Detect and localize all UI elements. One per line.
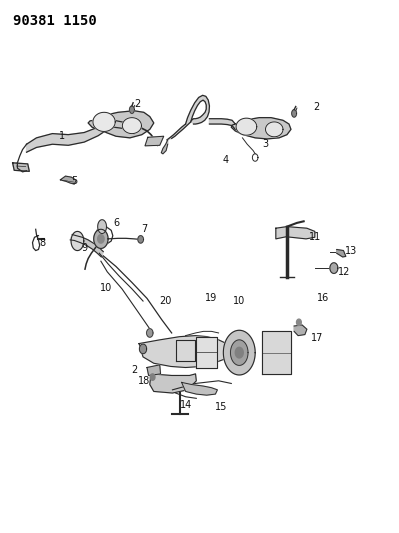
Polygon shape — [276, 227, 315, 239]
Polygon shape — [150, 374, 196, 393]
Polygon shape — [209, 119, 235, 130]
Polygon shape — [265, 122, 283, 137]
Polygon shape — [330, 263, 338, 273]
Polygon shape — [130, 106, 134, 114]
Text: 9: 9 — [81, 243, 87, 253]
Polygon shape — [88, 111, 154, 138]
Polygon shape — [294, 325, 307, 336]
Polygon shape — [139, 336, 231, 368]
Polygon shape — [292, 110, 296, 117]
Text: 8: 8 — [40, 238, 45, 247]
Text: 10: 10 — [233, 296, 245, 306]
Text: 17: 17 — [310, 333, 323, 343]
Polygon shape — [236, 118, 257, 135]
Text: 2: 2 — [132, 365, 138, 375]
Polygon shape — [150, 374, 155, 380]
Polygon shape — [98, 220, 107, 233]
Text: 15: 15 — [215, 402, 227, 413]
Polygon shape — [93, 112, 115, 132]
Text: 5: 5 — [71, 176, 77, 187]
Text: 3: 3 — [262, 139, 268, 149]
Text: 4: 4 — [222, 155, 228, 165]
Polygon shape — [337, 249, 346, 257]
Polygon shape — [145, 136, 164, 146]
Text: 11: 11 — [309, 232, 321, 243]
Text: 12: 12 — [338, 267, 351, 277]
Text: 10: 10 — [100, 283, 112, 293]
Text: 6: 6 — [113, 218, 119, 228]
Polygon shape — [235, 348, 243, 358]
Text: 18: 18 — [138, 376, 150, 386]
Text: 1: 1 — [59, 131, 65, 141]
Polygon shape — [60, 176, 76, 184]
Polygon shape — [223, 330, 255, 375]
Polygon shape — [70, 235, 103, 257]
Polygon shape — [161, 140, 168, 154]
Text: 2: 2 — [314, 102, 320, 112]
Polygon shape — [122, 118, 142, 134]
Text: 16: 16 — [317, 293, 329, 303]
Text: 19: 19 — [205, 293, 217, 303]
Polygon shape — [140, 344, 146, 354]
Polygon shape — [262, 332, 291, 374]
Text: 2: 2 — [135, 99, 141, 109]
Text: 90381 1150: 90381 1150 — [13, 14, 97, 28]
Polygon shape — [98, 235, 104, 243]
Text: 13: 13 — [344, 246, 357, 255]
Polygon shape — [296, 319, 301, 326]
Text: 14: 14 — [180, 400, 192, 410]
Polygon shape — [196, 337, 217, 368]
Polygon shape — [94, 229, 108, 248]
Polygon shape — [147, 365, 160, 375]
Polygon shape — [182, 382, 217, 395]
Polygon shape — [146, 329, 153, 337]
Text: 7: 7 — [141, 224, 147, 235]
Polygon shape — [231, 118, 291, 139]
Polygon shape — [176, 340, 195, 361]
Polygon shape — [167, 122, 191, 140]
Polygon shape — [138, 236, 143, 243]
Polygon shape — [231, 340, 248, 366]
Polygon shape — [71, 231, 84, 251]
Polygon shape — [186, 95, 209, 124]
Text: 20: 20 — [160, 296, 172, 306]
Polygon shape — [27, 120, 134, 152]
Polygon shape — [13, 163, 29, 171]
